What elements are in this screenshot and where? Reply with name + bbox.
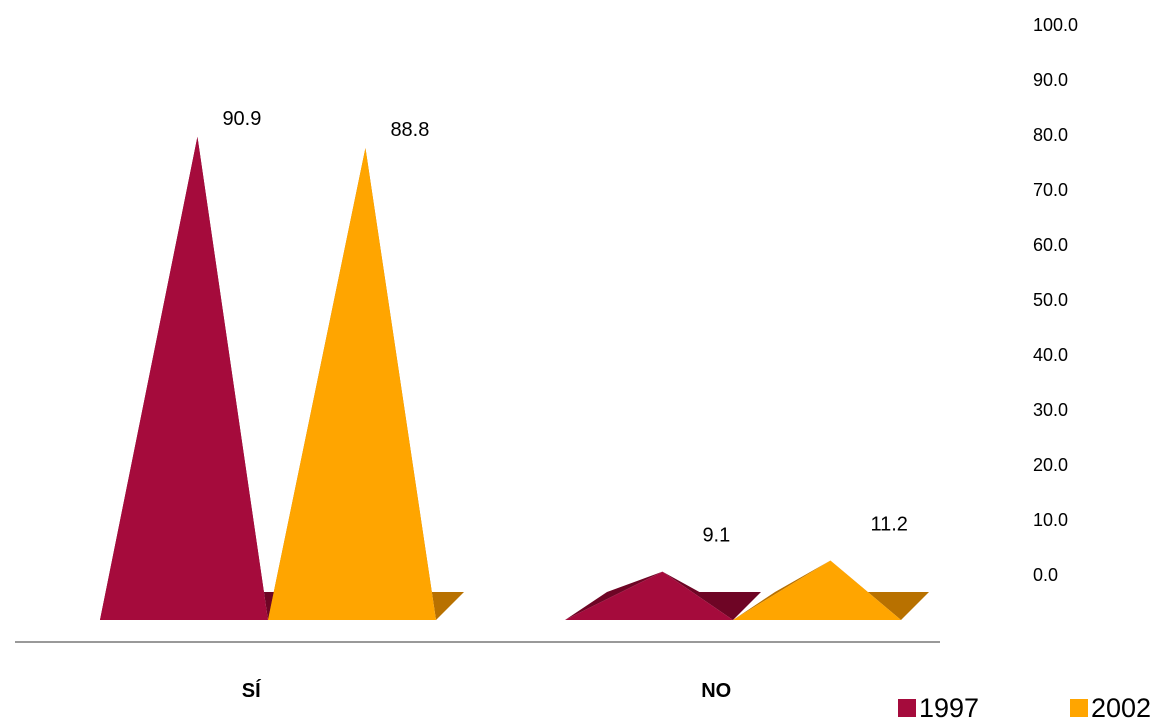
- y-tick-label: 70.0: [1033, 180, 1068, 200]
- y-axis-ticks: 0.0 10.0 20.0 30.0 40.0 50.0 60.0 70.0 80.0 90.0 1…: [1033, 15, 1078, 585]
- y-tick-label: 60.0: [1033, 235, 1068, 255]
- data-label: 9.1: [702, 525, 730, 547]
- pyramid-bar: [733, 560, 929, 620]
- legend-label: 1997: [919, 693, 979, 723]
- y-tick-label: 20.0: [1033, 455, 1068, 475]
- category-label: SÍ: [242, 679, 261, 702]
- category-label: NO: [701, 680, 731, 702]
- data-labels: 90.9 88.8 9.1 11.2: [222, 108, 907, 547]
- pyramid-front-face: [565, 571, 733, 620]
- pyramid-side-face: [830, 560, 929, 620]
- legend-item: 1997: [898, 693, 979, 723]
- pyramid-front-face: [100, 136, 268, 621]
- pyramid-bar: [100, 136, 296, 621]
- y-tick-label: 40.0: [1033, 345, 1068, 365]
- category-labels: SÍ NO: [242, 679, 731, 702]
- y-tick-label: 80.0: [1033, 125, 1068, 145]
- pyramid-bar: [565, 571, 761, 620]
- legend-swatch: [1070, 699, 1088, 717]
- legend-label: 2002: [1091, 693, 1151, 723]
- pyramid-back-face: [565, 571, 663, 620]
- legend: 1997 2002: [898, 693, 1151, 723]
- pyramid-front-face: [268, 147, 436, 620]
- legend-item: 2002: [1070, 693, 1151, 723]
- pyramid-back-face: [733, 560, 831, 620]
- data-label: 88.8: [390, 119, 429, 141]
- y-tick-label: 10.0: [1033, 510, 1068, 530]
- pyramid-side-face: [662, 571, 761, 620]
- data-label: 90.9: [222, 108, 261, 130]
- y-tick-label: 30.0: [1033, 400, 1068, 420]
- bars-layer: [100, 136, 929, 621]
- y-tick-label: 100.0: [1033, 15, 1078, 35]
- pyramid-bar: [268, 147, 464, 620]
- y-tick-label: 0.0: [1033, 565, 1058, 585]
- legend-swatch: [898, 699, 916, 717]
- y-tick-label: 50.0: [1033, 290, 1068, 310]
- data-label: 11.2: [870, 513, 907, 535]
- y-tick-label: 90.0: [1033, 70, 1068, 90]
- pyramid-front-face: [733, 560, 901, 620]
